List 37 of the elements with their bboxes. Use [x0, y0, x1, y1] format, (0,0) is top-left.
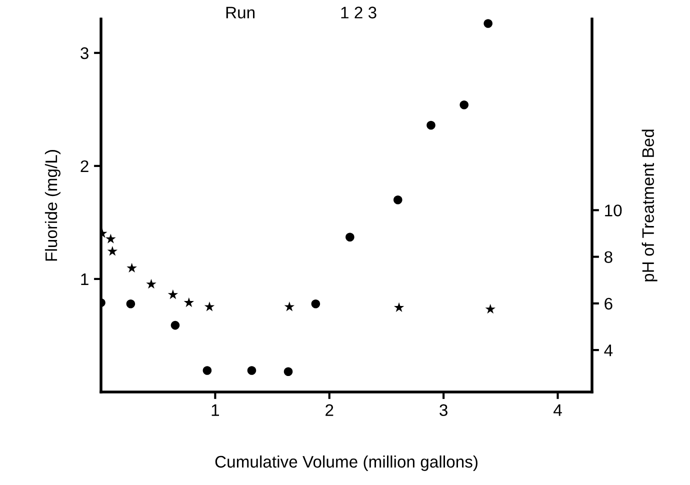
point [107, 246, 118, 256]
point [170, 320, 180, 330]
x-tick-label: 3 [440, 404, 448, 416]
point [126, 299, 136, 308]
point [184, 297, 194, 308]
point [146, 278, 156, 289]
y2-tick-label: 6 [604, 298, 612, 310]
point [247, 366, 256, 375]
point [426, 120, 436, 130]
text: Run [226, 6, 254, 18]
y-axis-title: Fluoride (mg/L) [44, 150, 60, 261]
point [394, 302, 404, 312]
x-tick-label: 1 [212, 404, 220, 416]
y2-axis-title: pH of Treatment Bed [642, 130, 658, 282]
y-tick-label: 2 [80, 160, 88, 172]
y2-tick-label: 4 [604, 344, 613, 356]
point [126, 262, 137, 273]
y2-tick-label: 10 [605, 204, 622, 216]
x-tick-label: 4 [553, 404, 562, 416]
point [311, 299, 320, 308]
point [202, 366, 212, 375]
point [484, 19, 492, 28]
point [284, 302, 295, 312]
point [393, 195, 402, 204]
y-tick-label: 3 [80, 47, 88, 60]
y-tick-label: 1 [81, 274, 88, 286]
point [346, 232, 354, 242]
point [168, 289, 178, 300]
point [485, 304, 496, 314]
point [106, 234, 116, 244]
x-axis-title: Cumulative Volume (million gallons) [215, 455, 478, 471]
x-tick-label: 2 [326, 404, 334, 416]
y2-tick-label: 8 [604, 251, 612, 263]
text: 1 2 3 [341, 6, 376, 18]
point [204, 302, 215, 312]
point [284, 367, 293, 376]
point [460, 100, 469, 110]
